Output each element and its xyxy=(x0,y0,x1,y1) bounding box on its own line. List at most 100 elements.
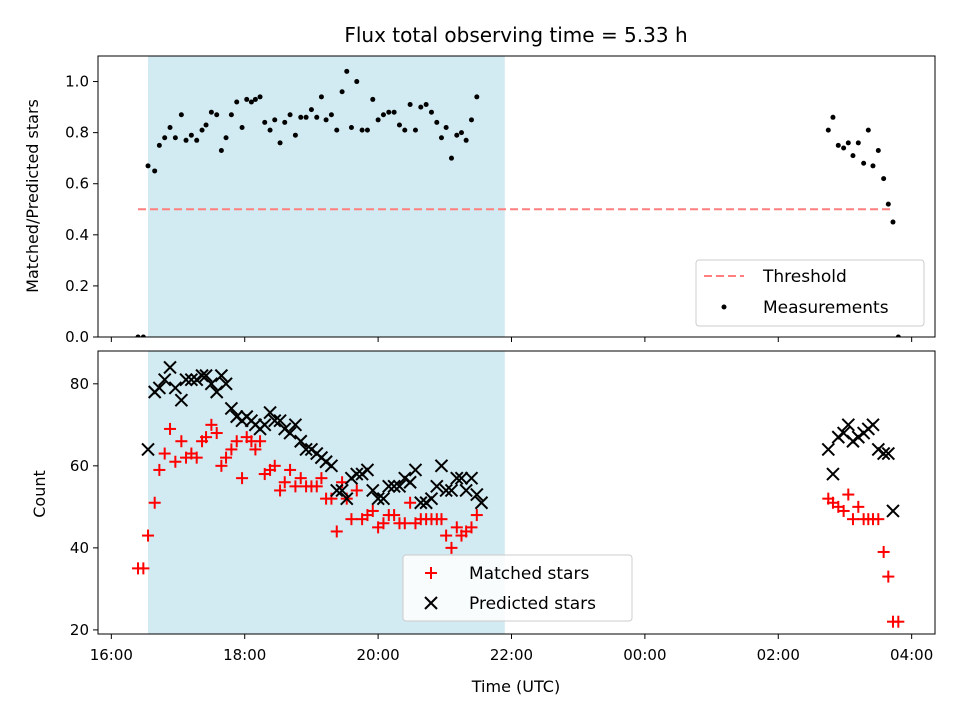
legend-predicted-label: Predicted stars xyxy=(469,594,596,614)
matched-star-point xyxy=(175,435,188,448)
matched-star-point xyxy=(404,496,417,509)
top-y-axis-label: Matched/Predicted stars xyxy=(23,99,42,293)
legend-threshold-label: Threshold xyxy=(762,267,847,287)
predicted-star-point xyxy=(841,418,856,432)
matched-star-point xyxy=(164,422,177,435)
y-tick-label: 0.0 xyxy=(65,328,89,346)
matched-star-point xyxy=(153,463,166,476)
matched-star-point xyxy=(892,615,905,628)
matched-star-point xyxy=(846,513,859,526)
measurement-point xyxy=(845,140,851,146)
measurement-point xyxy=(855,140,861,146)
predicted-star-point xyxy=(459,483,473,498)
matched-star-point xyxy=(254,435,267,448)
measurement-points xyxy=(135,68,901,337)
legend-measurements-swatch xyxy=(721,304,727,310)
measurement-point xyxy=(428,109,434,115)
predicted-star-point xyxy=(886,504,900,518)
matched-star-point xyxy=(470,509,483,522)
measurement-point xyxy=(865,127,871,133)
measurement-point xyxy=(434,119,440,125)
count-panel: 20 40 60 80 16:00 18:00 20:00 22:00 00:00 02:00 0… xyxy=(30,350,936,696)
measurement-point xyxy=(188,132,194,138)
y-tick-label: 0.4 xyxy=(65,226,89,244)
bottom-y-axis-label: Count xyxy=(30,470,49,518)
y-tick-label: 0.8 xyxy=(65,124,89,142)
measurement-point xyxy=(354,79,360,85)
matched-star-point xyxy=(330,525,343,538)
measurement-point xyxy=(407,102,413,108)
x-tick-label: 20:00 xyxy=(356,646,399,664)
measurement-point xyxy=(468,117,474,123)
measurement-point xyxy=(262,119,268,125)
measurement-point xyxy=(870,163,876,169)
predicted-star-point xyxy=(430,479,444,494)
y-tick-label: 80 xyxy=(70,375,89,393)
predicted-star-point xyxy=(219,377,233,391)
measurement-point xyxy=(314,114,320,120)
predicted-star-point xyxy=(439,483,453,498)
predicted-star-point xyxy=(450,471,464,485)
ratio-panel: 0.0 0.2 0.4 0.6 0.8 1.0 Flux total observing … xyxy=(23,23,936,346)
matched-star-point xyxy=(294,472,307,485)
predicted-star-point xyxy=(382,479,396,494)
predicted-star-point xyxy=(335,483,349,498)
y-tick-label: 0.2 xyxy=(65,277,89,295)
predicted-star-point xyxy=(174,393,189,407)
predicted-star-point xyxy=(387,479,401,494)
matched-star-point xyxy=(137,562,150,575)
predicted-star-point xyxy=(866,418,880,432)
measurement-point xyxy=(380,112,386,118)
matched-star-point xyxy=(877,545,890,558)
matched-star-point xyxy=(388,509,401,522)
matched-star-point xyxy=(225,443,238,456)
measurement-point xyxy=(474,94,480,100)
matched-star-point xyxy=(882,570,895,583)
predicted-star-point xyxy=(214,368,229,383)
measurement-point xyxy=(234,99,240,105)
predicted-star-point xyxy=(350,467,364,481)
matched-star-point xyxy=(268,459,281,472)
predicted-star-point xyxy=(324,459,339,473)
shade-rect xyxy=(148,56,505,337)
matched-star-point xyxy=(450,521,463,534)
measurement-point xyxy=(277,140,283,146)
measurement-point xyxy=(239,125,245,131)
measurement-point xyxy=(438,135,444,141)
predicted-star-point xyxy=(283,426,297,440)
measurement-point xyxy=(323,117,329,123)
matched-stars-points xyxy=(132,418,905,628)
predicted-star-point xyxy=(204,377,219,391)
predicted-star-point xyxy=(299,442,313,457)
predicted-star-point xyxy=(330,483,344,498)
matched-star-point xyxy=(842,488,855,501)
x-tick-label: 04:00 xyxy=(890,646,933,664)
measurement-point xyxy=(850,153,856,159)
measurement-point xyxy=(194,137,200,143)
x-tick-label: 22:00 xyxy=(490,646,533,664)
matched-star-point xyxy=(230,435,243,448)
bottom-legend: Matched stars Predicted stars xyxy=(402,554,633,622)
measurement-point xyxy=(348,125,354,131)
legend-matched-label: Matched stars xyxy=(469,564,589,584)
measurement-point xyxy=(252,96,258,102)
predicted-star-point xyxy=(464,471,479,485)
measurement-point xyxy=(223,135,229,141)
predicted-star-point xyxy=(826,467,840,481)
predicted-star-point xyxy=(474,496,489,510)
top-y-ticks: 0.0 0.2 0.4 0.6 0.8 1.0 xyxy=(65,73,98,346)
predicted-star-point xyxy=(163,360,177,375)
predicted-star-point xyxy=(179,373,193,387)
measurement-point xyxy=(875,148,881,154)
matched-star-point xyxy=(249,443,262,456)
measurement-point xyxy=(370,96,376,102)
measurement-point xyxy=(308,107,314,113)
predicted-star-point xyxy=(273,414,287,428)
measurement-point xyxy=(375,117,381,123)
measurement-point xyxy=(135,334,141,337)
measurement-point xyxy=(443,125,449,131)
predicted-star-point xyxy=(403,475,417,489)
bottom-y-ticks: 20 40 60 80 xyxy=(70,375,98,639)
top-legend: Threshold Measurements xyxy=(695,259,925,327)
measurement-point xyxy=(448,155,454,161)
